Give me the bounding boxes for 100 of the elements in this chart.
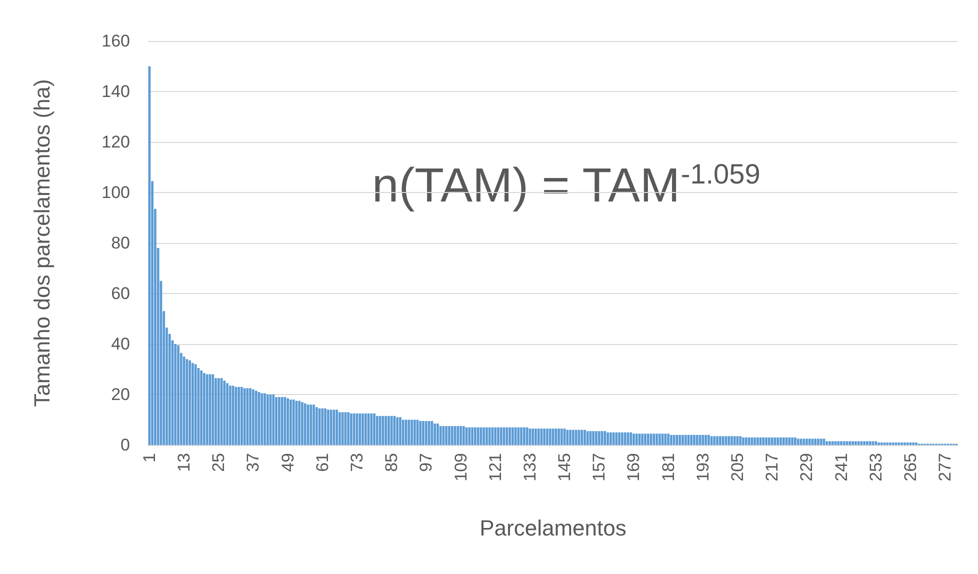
bar	[595, 431, 598, 445]
x-tick-label: 1	[140, 453, 159, 462]
bar	[713, 436, 716, 445]
bar	[537, 428, 540, 445]
bar	[522, 427, 526, 445]
x-tick-label: 277	[936, 453, 955, 482]
bar	[854, 441, 857, 445]
bar	[644, 434, 646, 445]
bar	[878, 442, 880, 445]
bar	[350, 413, 352, 445]
bar	[707, 434, 710, 445]
y-tick-label: 40	[111, 334, 130, 354]
bar	[364, 413, 367, 445]
bar	[511, 427, 514, 445]
bar	[174, 344, 177, 445]
bar	[284, 397, 286, 445]
y-tick-label: 80	[111, 234, 130, 252]
bar	[866, 441, 868, 445]
bar	[508, 427, 511, 445]
bar	[292, 400, 295, 445]
bar	[558, 428, 560, 445]
x-tick-label: 49	[278, 453, 298, 472]
bar	[548, 428, 552, 445]
bar	[399, 417, 402, 445]
bar	[800, 438, 802, 445]
bar	[186, 359, 188, 445]
bar	[188, 360, 191, 445]
x-tick-label: 145	[555, 453, 574, 482]
bar	[301, 402, 304, 445]
bar	[776, 437, 780, 445]
bar	[422, 421, 424, 445]
bar	[566, 430, 569, 445]
bar	[632, 434, 635, 445]
bar	[892, 442, 894, 445]
bar	[486, 427, 488, 445]
bar	[898, 442, 900, 445]
bar	[592, 431, 595, 445]
bar	[382, 416, 384, 445]
bar	[621, 432, 624, 445]
bar	[664, 434, 667, 445]
x-tick-label: 193	[693, 453, 712, 482]
x-tick-label: 253	[866, 453, 886, 482]
bar	[217, 378, 220, 445]
bar	[402, 420, 404, 445]
bar	[817, 438, 820, 445]
y-tick-label: 140	[102, 82, 130, 101]
bar	[450, 426, 454, 445]
x-tick-label: 133	[520, 453, 540, 482]
bar	[912, 442, 914, 445]
bar	[704, 434, 707, 445]
bar	[646, 434, 650, 445]
bar	[500, 427, 502, 445]
bar	[358, 413, 362, 445]
bar	[780, 437, 782, 445]
bar	[448, 426, 450, 445]
bar	[192, 362, 194, 445]
bar	[667, 434, 670, 445]
bar	[286, 398, 289, 445]
bar	[206, 374, 208, 445]
bar	[569, 430, 572, 445]
bar	[326, 410, 330, 445]
bar	[312, 404, 315, 445]
bar	[690, 434, 693, 445]
bar	[439, 426, 442, 445]
bar	[226, 383, 228, 445]
bar	[298, 400, 301, 445]
bar	[413, 420, 416, 445]
bar	[722, 436, 724, 445]
bar	[782, 437, 785, 445]
bar	[762, 437, 765, 445]
bar	[886, 442, 889, 445]
x-tick-label: 265	[900, 453, 920, 482]
bar	[604, 431, 606, 445]
x-tick-label: 229	[797, 453, 816, 482]
bar	[468, 427, 471, 445]
bar	[768, 437, 770, 445]
bar	[750, 437, 754, 445]
bar	[228, 386, 232, 445]
bar	[820, 438, 822, 445]
bar	[618, 432, 620, 445]
bar	[272, 394, 275, 445]
bar	[506, 427, 508, 445]
bar	[826, 441, 828, 445]
bar	[494, 427, 497, 445]
y-tick-label: 0	[120, 436, 130, 454]
bar	[543, 428, 546, 445]
bar	[693, 434, 696, 445]
bar	[670, 434, 672, 445]
bar	[656, 434, 658, 445]
x-tick-label: 25	[209, 453, 228, 472]
bar	[203, 373, 206, 445]
bar	[770, 437, 774, 445]
bar	[765, 437, 768, 445]
x-tick-label: 61	[312, 453, 332, 472]
bar	[338, 412, 341, 445]
x-axis-title: Parcelamentos	[480, 516, 626, 540]
bar	[321, 408, 324, 445]
bar	[742, 437, 744, 445]
bar	[652, 434, 656, 445]
bar	[310, 404, 312, 445]
